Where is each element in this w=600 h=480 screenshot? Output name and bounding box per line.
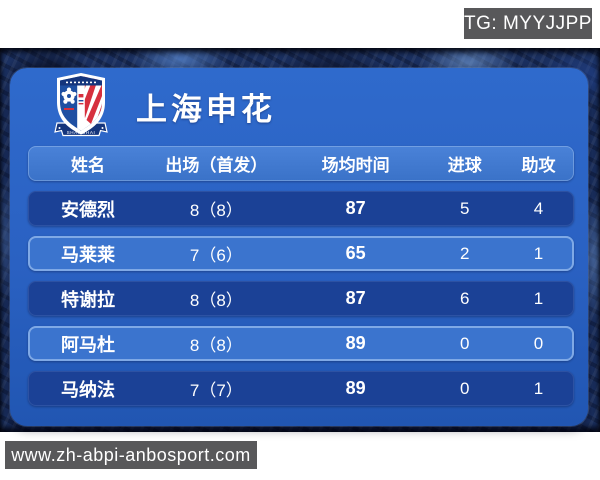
cell-player-name: 马莱莱 [61,244,116,265]
player-stats-table: 姓名 出场（首发） 场均时间 进球 助攻 安德烈 8（8） 87 5 4 马莱莱… [10,144,588,406]
col-header-apps: 出场（首发） [165,156,268,175]
cell-assists: 1 [533,378,544,398]
cell-goals: 2 [460,243,470,263]
cell-goals: 5 [460,198,470,218]
table-row: 安德烈 8（8） 87 5 4 [28,191,574,226]
cell-avg-time: 87 [345,288,366,308]
table-row: 特谢拉 8（8） 87 6 1 [28,281,574,316]
cell-assists: 1 [533,288,544,308]
cell-apps: 7（6） [189,246,243,265]
cell-apps: 7（7） [189,381,243,400]
cell-player-name: 安德烈 [61,199,116,220]
cell-player-name: 特谢拉 [61,289,116,310]
cell-apps: 8（8） [189,291,243,310]
cell-player-name: 阿马杜 [61,334,116,355]
cell-assists: 0 [533,333,544,353]
cell-avg-time: 89 [345,378,366,398]
table-row: 阿马杜 8（8） 89 0 0 [28,326,574,361]
col-header-avg: 场均时间 [321,156,390,175]
col-header-name: 姓名 [71,156,106,175]
website-watermark-badge: www.zh-abpi-anbosport.com [5,441,257,469]
cell-goals: 6 [460,288,470,308]
team-title: 上海申花 [136,91,276,127]
cell-apps: 8（8） [189,201,243,220]
cell-player-name: 马纳法 [61,379,116,400]
col-header-goals: 进球 [447,156,482,175]
shenhua-flower-mark [61,87,77,110]
shanghai-shenhua-crest-icon: SHANGHAI [54,73,108,137]
crest-scroll-label: SHANGHAI [67,130,96,135]
stats-card: SHANGHAI 上海申花 姓名 出场（首发） 场均时间 进球 助攻 安德烈 8… [10,68,588,426]
telegram-watermark-badge: TG: MYYJJPP [464,8,592,39]
cell-assists: 1 [533,243,544,263]
col-header-assists: 助攻 [521,156,556,175]
telegram-watermark-label: TG: MYYJJPP [464,12,592,34]
cell-apps: 8（8） [189,336,243,355]
table-row: 马纳法 7（7） 89 0 1 [28,371,574,406]
cell-avg-time: 65 [345,243,366,263]
website-watermark-label: www.zh-abpi-anbosport.com [11,444,251,465]
cell-assists: 4 [533,198,544,218]
cell-avg-time: 87 [345,198,366,218]
cell-goals: 0 [460,378,470,398]
cell-avg-time: 89 [345,333,366,353]
cell-goals: 0 [460,333,470,353]
card-header: SHANGHAI 上海申花 [10,68,588,144]
table-header-row: 姓名 出场（首发） 场均时间 进球 助攻 [28,146,574,181]
table-row: 马莱莱 7（6） 65 2 1 [28,236,574,271]
